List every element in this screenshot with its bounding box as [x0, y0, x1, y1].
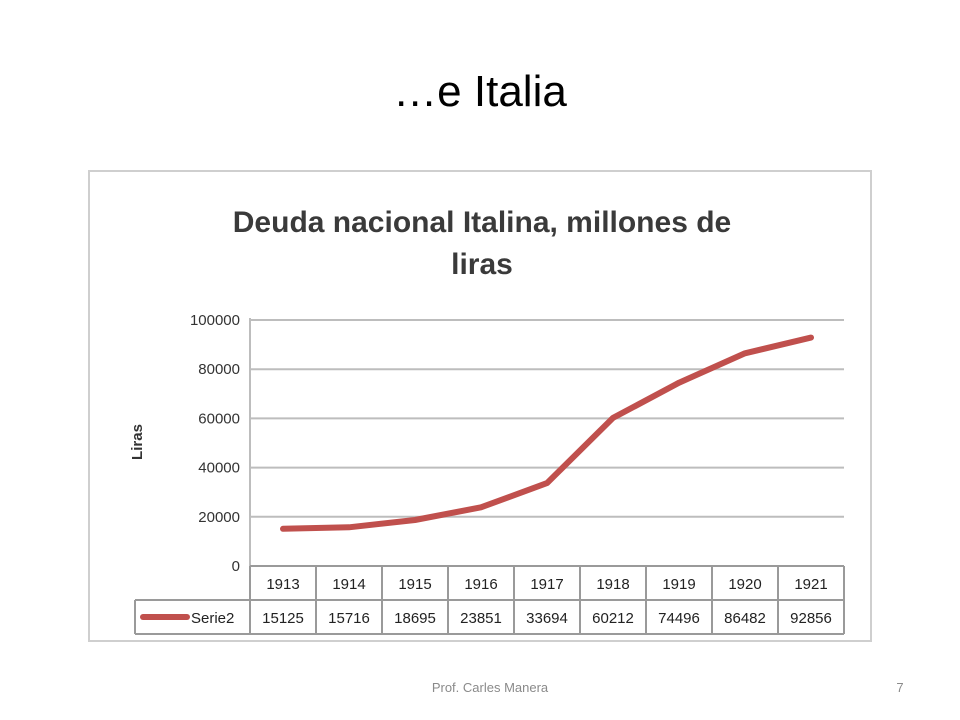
- y-tick-label: 0: [232, 558, 240, 575]
- y-tick-label: 60000: [198, 410, 240, 427]
- data-label: 86482: [724, 610, 766, 627]
- footer-author: Prof. Carles Manera: [431, 680, 549, 695]
- data-label: 23851: [460, 610, 502, 627]
- data-label: 15125: [262, 610, 304, 627]
- page-number: 7: [896, 680, 904, 695]
- x-tick-label: 1917: [530, 576, 563, 593]
- data-label: 18695: [394, 610, 436, 627]
- data-point: [544, 480, 550, 486]
- x-tick-label: 1914: [332, 576, 365, 593]
- data-point: [676, 380, 682, 386]
- data-point: [808, 335, 814, 341]
- x-tick-label: 1915: [398, 576, 431, 593]
- data-point: [742, 350, 748, 356]
- legend-label: Serie2: [191, 610, 234, 627]
- data-label: 33694: [526, 610, 568, 627]
- line-chart: Deuda nacional Italina, millones de liras…: [129, 206, 845, 635]
- chart-title-line: Deuda nacional Italina, millones de: [233, 206, 731, 239]
- data-point: [610, 415, 616, 421]
- chart-title-line: liras: [451, 248, 513, 281]
- x-tick-label: 1920: [728, 576, 761, 593]
- x-tick-label: 1919: [662, 576, 695, 593]
- data-point: [412, 517, 418, 523]
- y-axis-label: Liras: [129, 424, 146, 460]
- y-tick-label: 40000: [198, 460, 240, 477]
- slide-title: …e Italia: [393, 67, 567, 116]
- data-point: [346, 524, 352, 530]
- series-line: [280, 334, 814, 532]
- x-tick-label: 1916: [464, 576, 497, 593]
- data-point: [280, 526, 286, 532]
- chart-frame: Deuda nacional Italina, millones de liras…: [88, 170, 872, 642]
- data-label: 60212: [592, 610, 634, 627]
- data-point: [478, 504, 484, 510]
- x-tick-label: 1921: [794, 576, 827, 593]
- data-label: 74496: [658, 610, 700, 627]
- y-tick-label: 80000: [198, 361, 240, 378]
- data-label: 15716: [328, 610, 370, 627]
- x-tick-label: 1913: [266, 576, 299, 593]
- data-label: 92856: [790, 610, 832, 627]
- x-tick-label: 1918: [596, 576, 629, 593]
- y-tick-label: 100000: [190, 312, 240, 329]
- y-tick-label: 20000: [198, 509, 240, 526]
